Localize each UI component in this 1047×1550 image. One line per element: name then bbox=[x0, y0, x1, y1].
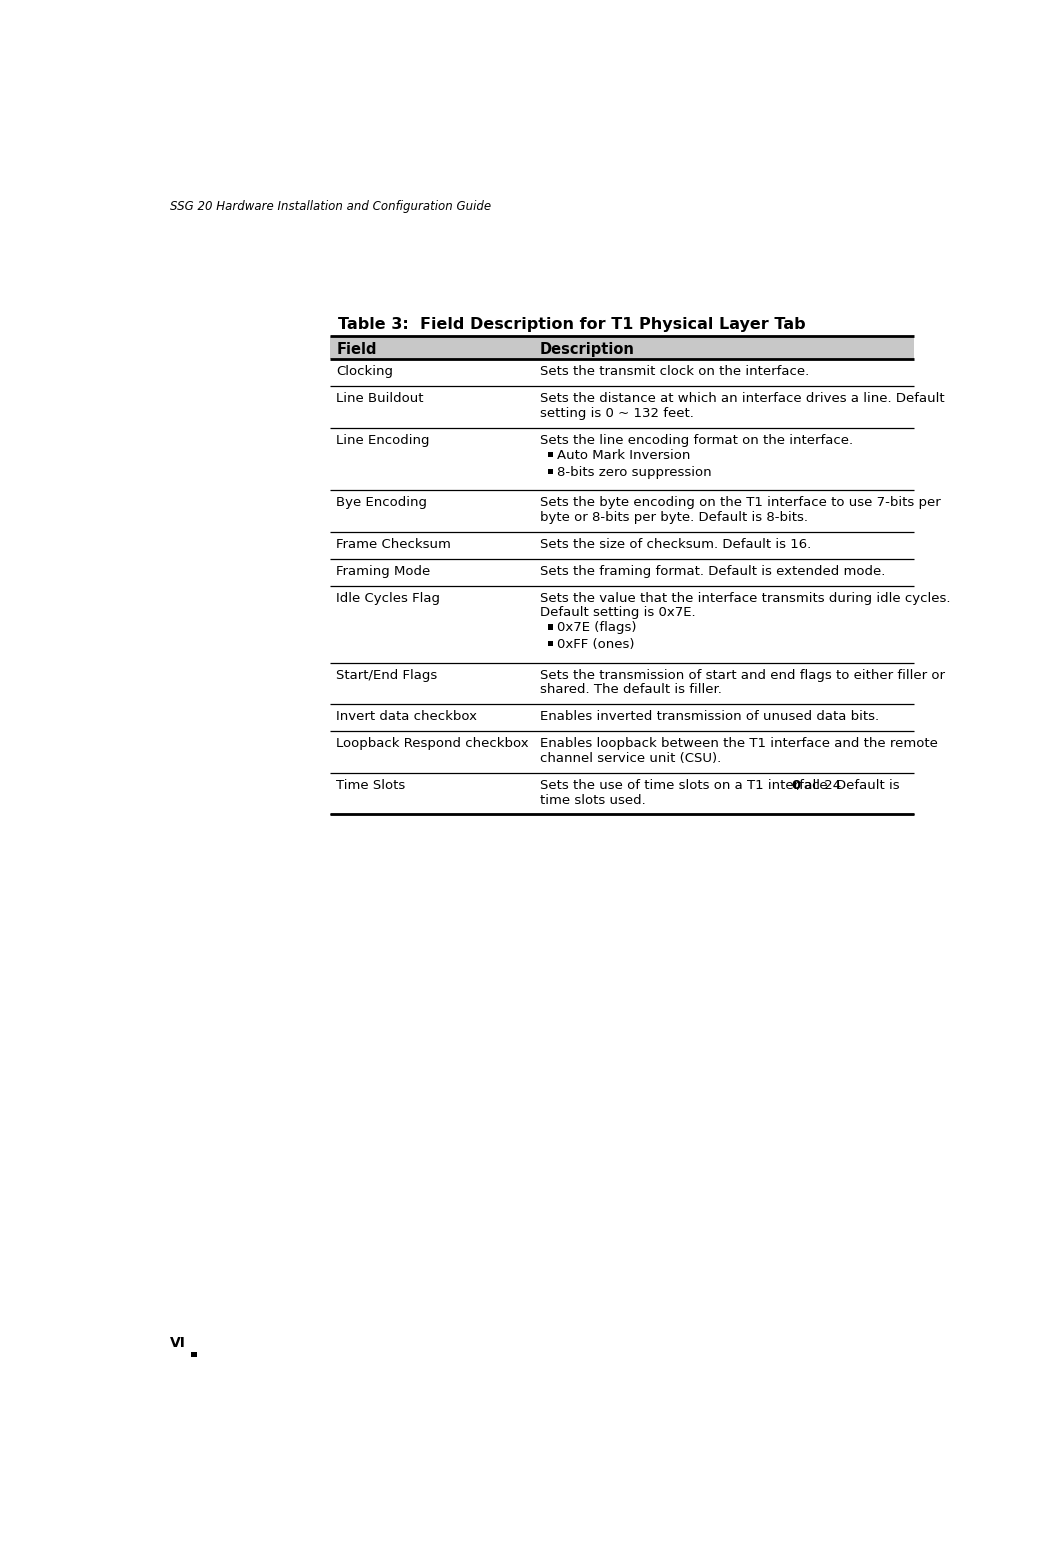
Text: setting is 0 ~ 132 feet.: setting is 0 ~ 132 feet. bbox=[540, 408, 694, 420]
Text: Sets the transmission of start and end flags to either filler or: Sets the transmission of start and end f… bbox=[540, 668, 945, 682]
Text: Sets the size of checksum. Default is 16.: Sets the size of checksum. Default is 16… bbox=[540, 538, 811, 550]
Text: Enables loopback between the T1 interface and the remote: Enables loopback between the T1 interfac… bbox=[540, 738, 938, 750]
Text: Sets the byte encoding on the T1 interface to use 7-bits per: Sets the byte encoding on the T1 interfa… bbox=[540, 496, 941, 510]
Text: , all 24: , all 24 bbox=[797, 780, 842, 792]
Bar bbox=[548, 642, 553, 646]
Text: 0xFF (ones): 0xFF (ones) bbox=[557, 639, 634, 651]
Text: Line Buildout: Line Buildout bbox=[336, 392, 424, 406]
Text: Loopback Respond checkbox: Loopback Respond checkbox bbox=[336, 738, 529, 750]
Text: Sets the use of time slots on a T1 interface. Default is 0, all 24: Sets the use of time slots on a T1 inter… bbox=[540, 780, 957, 792]
Text: channel service unit (CSU).: channel service unit (CSU). bbox=[540, 752, 721, 766]
Text: VI: VI bbox=[170, 1336, 185, 1350]
Text: Idle Cycles Flag: Idle Cycles Flag bbox=[336, 592, 440, 604]
Text: SSG 20 Hardware Installation and Configuration Guide: SSG 20 Hardware Installation and Configu… bbox=[170, 200, 491, 212]
Text: Sets the transmit clock on the interface.: Sets the transmit clock on the interface… bbox=[540, 366, 809, 378]
Text: Sets the line encoding format on the interface.: Sets the line encoding format on the int… bbox=[540, 434, 853, 446]
Text: Sets the value that the interface transmits during idle cycles.: Sets the value that the interface transm… bbox=[540, 592, 951, 604]
Text: 8-bits zero suppression: 8-bits zero suppression bbox=[557, 465, 712, 479]
Text: byte or 8-bits per byte. Default is 8-bits.: byte or 8-bits per byte. Default is 8-bi… bbox=[540, 512, 808, 524]
Text: 0x7E (flags): 0x7E (flags) bbox=[557, 622, 637, 634]
Text: Start/End Flags: Start/End Flags bbox=[336, 668, 438, 682]
Text: 0: 0 bbox=[792, 780, 801, 792]
Text: Time Slots: Time Slots bbox=[336, 780, 405, 792]
Text: Sets the use of time slots on a T1 interface. Default is: Sets the use of time slots on a T1 inter… bbox=[540, 780, 904, 792]
Text: Sets the distance at which an interface drives a line. Default: Sets the distance at which an interface … bbox=[540, 392, 944, 406]
Text: Line Encoding: Line Encoding bbox=[336, 434, 429, 446]
Text: Clocking: Clocking bbox=[336, 366, 394, 378]
Bar bbox=[548, 451, 553, 457]
Bar bbox=[192, 1352, 197, 1358]
Text: Frame Checksum: Frame Checksum bbox=[336, 538, 451, 550]
Text: Description: Description bbox=[540, 343, 634, 358]
Text: time slots used.: time slots used. bbox=[540, 794, 646, 806]
Bar bbox=[330, 336, 914, 360]
Text: Enables inverted transmission of unused data bits.: Enables inverted transmission of unused … bbox=[540, 710, 879, 724]
Text: Field: Field bbox=[336, 343, 377, 358]
Text: shared. The default is filler.: shared. The default is filler. bbox=[540, 684, 722, 696]
Bar bbox=[548, 468, 553, 474]
Text: Invert data checkbox: Invert data checkbox bbox=[336, 710, 477, 724]
Text: Table 3:  Field Description for T1 Physical Layer Tab: Table 3: Field Description for T1 Physic… bbox=[338, 316, 805, 332]
Text: Framing Mode: Framing Mode bbox=[336, 564, 430, 578]
Text: Auto Mark Inversion: Auto Mark Inversion bbox=[557, 448, 691, 462]
Text: Sets the framing format. Default is extended mode.: Sets the framing format. Default is exte… bbox=[540, 564, 886, 578]
Bar bbox=[548, 625, 553, 629]
Text: Default setting is 0x7E.: Default setting is 0x7E. bbox=[540, 606, 695, 620]
Text: Bye Encoding: Bye Encoding bbox=[336, 496, 427, 510]
